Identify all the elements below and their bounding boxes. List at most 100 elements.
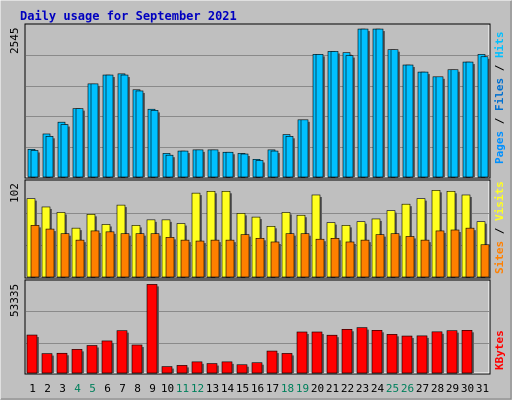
bar-files-day-31: [480, 56, 489, 178]
bar-files-day-17: [270, 150, 279, 178]
bar-kbytes-day-26: [401, 335, 413, 374]
legend-separator: /: [493, 221, 506, 241]
bar-files-day-19: [300, 119, 309, 178]
bar-files-day-3: [60, 124, 69, 178]
x-tick-day-5: 5: [89, 382, 96, 395]
legend-separator: /: [493, 111, 506, 131]
bar-files-day-23: [360, 28, 369, 178]
bar-sites-day-17: [270, 241, 280, 278]
x-tick-day-4: 4: [74, 382, 81, 395]
bar-kbytes-day-22: [341, 328, 353, 374]
x-tick-day-17: 17: [266, 382, 279, 395]
bar-files-day-6: [105, 74, 114, 178]
bar-sites-day-5: [90, 230, 100, 278]
chart-title: Daily usage for September 2021: [20, 9, 237, 23]
bar-kbytes-day-6: [101, 340, 113, 374]
bar-files-day-10: [165, 154, 174, 178]
bar-files-day-8: [135, 90, 144, 178]
x-tick-day-19: 19: [296, 382, 309, 395]
bar-files-day-25: [390, 49, 399, 178]
bar-kbytes-day-21: [326, 334, 338, 374]
x-tick-day-3: 3: [59, 382, 66, 395]
x-tick-day-12: 12: [191, 382, 204, 395]
x-tick-day-10: 10: [161, 382, 174, 395]
legend-entry-pages: Pages: [493, 131, 506, 164]
bar-kbytes-day-1: [26, 334, 38, 374]
x-tick-day-2: 2: [44, 382, 51, 395]
legend-entry-sites: Sites: [493, 241, 506, 274]
x-tick-day-7: 7: [119, 382, 126, 395]
x-tick-day-30: 30: [461, 382, 474, 395]
bar-sites-day-16: [255, 237, 265, 278]
bar-files-day-4: [75, 108, 84, 178]
bar-sites-day-6: [105, 231, 115, 278]
x-tick-day-13: 13: [206, 382, 219, 395]
bar-sites-day-15: [240, 234, 250, 278]
legend-1: Pages / Files / Hits: [493, 32, 506, 165]
legend-separator: /: [493, 58, 506, 78]
x-tick-day-15: 15: [236, 382, 249, 395]
x-tick-day-29: 29: [446, 382, 459, 395]
bar-kbytes-day-23: [356, 327, 368, 374]
bar-sites-day-7: [120, 233, 130, 278]
legend-entry-files: Files: [493, 78, 506, 111]
x-tick-day-14: 14: [221, 382, 235, 395]
x-tick-day-20: 20: [311, 382, 324, 395]
x-tick-day-1: 1: [29, 382, 36, 395]
bar-sites-day-1: [30, 225, 40, 278]
x-tick-day-18: 18: [281, 382, 294, 395]
bar-sites-day-13: [210, 239, 220, 278]
bar-kbytes-day-10: [161, 366, 173, 374]
bar-kbytes-day-13: [206, 363, 218, 374]
x-tick-day-24: 24: [371, 382, 385, 395]
bar-sites-day-2: [45, 228, 55, 278]
bar-sites-day-26: [405, 236, 415, 278]
legend-entry-kbytes: KBytes: [493, 330, 506, 370]
x-tick-day-11: 11: [176, 382, 189, 395]
bar-files-day-30: [465, 61, 474, 178]
bar-files-day-15: [240, 153, 249, 178]
bar-sites-day-24: [375, 234, 385, 278]
bar-files-day-12: [195, 149, 204, 178]
ymax-label-2: 102: [8, 183, 21, 203]
bar-sites-day-18: [285, 233, 295, 278]
bar-kbytes-day-7: [116, 330, 128, 374]
bar-kbytes-day-25: [386, 334, 398, 374]
bar-kbytes-day-4: [71, 349, 83, 374]
bar-kbytes-day-15: [236, 364, 248, 374]
bar-kbytes-day-18: [281, 353, 293, 374]
bar-sites-day-28: [435, 230, 445, 278]
legend-entry-visits: Visits: [493, 181, 506, 221]
bar-sites-day-21: [330, 237, 340, 278]
bar-files-day-21: [330, 51, 339, 178]
bar-kbytes-day-28: [431, 331, 443, 374]
x-tick-day-6: 6: [104, 382, 111, 395]
bar-files-day-29: [450, 69, 459, 178]
bar-files-day-22: [345, 55, 354, 178]
bar-kbytes-day-5: [86, 345, 98, 374]
bar-files-day-24: [375, 28, 384, 178]
bar-files-day-5: [90, 83, 99, 178]
bar-files-day-9: [150, 110, 159, 178]
legend-2: Sites / Visits: [493, 181, 506, 274]
x-tick-day-22: 22: [341, 382, 354, 395]
bar-sites-day-27: [420, 239, 430, 278]
bar-files-day-7: [120, 74, 129, 178]
bar-sites-day-25: [390, 233, 400, 278]
bar-files-day-1: [30, 150, 39, 178]
chart-marks: [26, 28, 491, 374]
bar-kbytes-day-3: [56, 352, 68, 374]
bar-sites-day-10: [165, 237, 175, 278]
bar-sites-day-11: [180, 239, 190, 278]
bar-kbytes-day-29: [446, 330, 458, 374]
bar-files-day-26: [405, 64, 414, 178]
bar-sites-day-9: [150, 233, 160, 278]
bar-kbytes-day-17: [266, 350, 278, 374]
bar-kbytes-day-9: [146, 284, 158, 374]
x-tick-day-25: 25: [386, 382, 399, 395]
bar-sites-day-3: [60, 233, 70, 278]
bar-kbytes-day-19: [296, 331, 308, 374]
bar-sites-day-31: [480, 244, 490, 278]
bar-kbytes-day-27: [416, 335, 428, 374]
